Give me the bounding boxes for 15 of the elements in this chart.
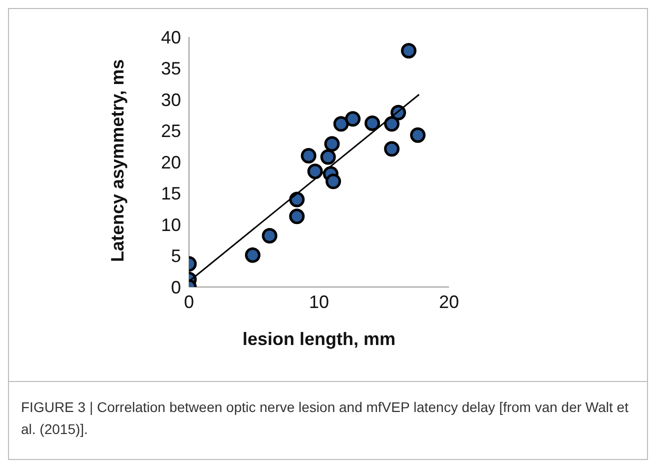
caption: FIGURE 3 | Correlation between optic nerve lesion and mfVEP latency delay [from van der Walt et al. (2015)].: [21, 398, 630, 439]
y-tick-label: 30: [160, 90, 181, 110]
y-tick-label: 40: [160, 27, 181, 48]
x-axis-title: lesion length, mm: [242, 329, 396, 349]
y-tick-label: 20: [160, 152, 181, 172]
y-tick-label: 5: [170, 246, 181, 266]
y-tick-label: 10: [160, 214, 181, 235]
y-tick-label: 35: [160, 58, 181, 79]
y-axis-title: Latency asymmetry, ms: [107, 59, 128, 262]
x-tick-label: 20: [438, 292, 460, 312]
y-tick-label: 0: [170, 277, 181, 298]
x-tick-label: 10: [308, 292, 330, 312]
y-tick-label: 25: [160, 121, 181, 142]
y-tick-label: 15: [160, 184, 181, 204]
x-tick-label: 0: [184, 292, 194, 312]
